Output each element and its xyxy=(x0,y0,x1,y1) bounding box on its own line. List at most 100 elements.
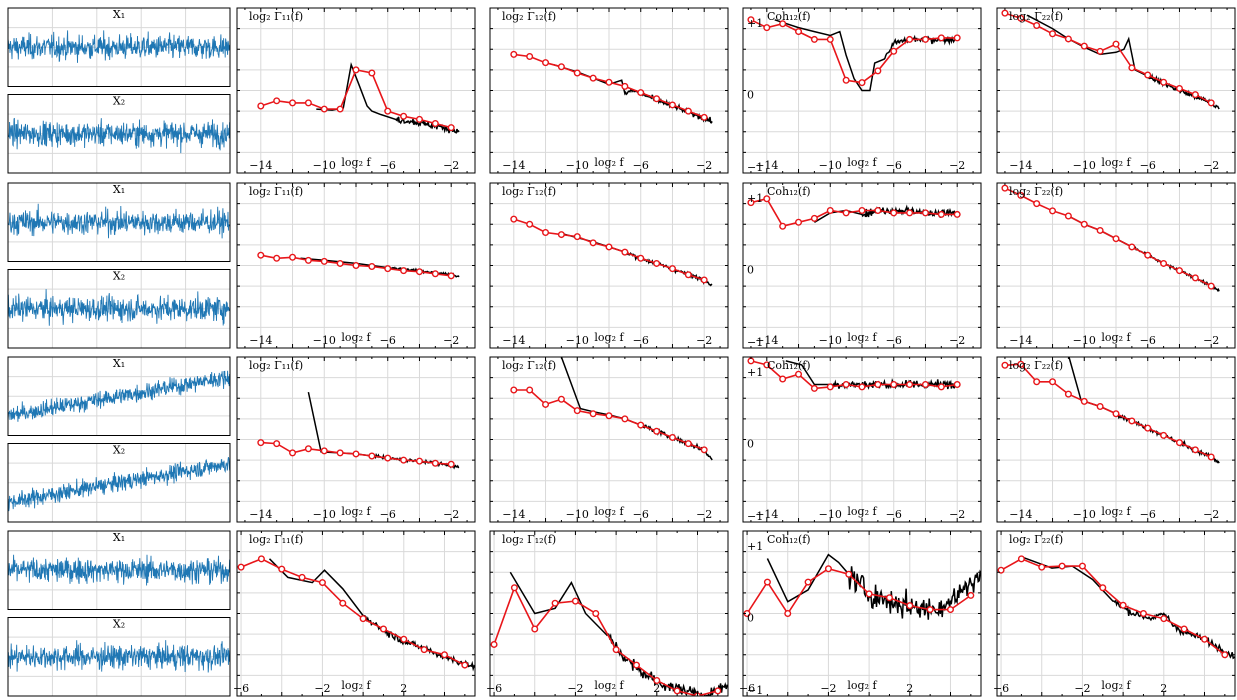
estimate-point xyxy=(885,594,893,602)
estimate-point xyxy=(824,565,832,573)
estimate-point xyxy=(906,35,914,43)
estimate-point xyxy=(1128,243,1136,251)
panel-data xyxy=(747,195,961,230)
panel-title: Coh₁₂(f) xyxy=(767,185,811,198)
x-axis-label: log₂ f xyxy=(594,331,624,344)
estimate-point xyxy=(431,270,439,278)
estimate-point xyxy=(668,433,676,441)
x-tick-label: −14 xyxy=(1009,159,1032,172)
panel-data xyxy=(257,391,460,470)
x-tick-label: −6 xyxy=(1140,159,1156,172)
estimate-point xyxy=(1175,84,1183,92)
estimate-point xyxy=(526,220,534,228)
x-tick-label: −2 xyxy=(314,682,330,695)
x-axis-label: log₂ f xyxy=(594,505,624,518)
signal-trace xyxy=(7,289,231,326)
estimate-point xyxy=(653,95,661,103)
estimate-point xyxy=(318,579,326,587)
estimate-point xyxy=(810,214,818,222)
gamma12-panel-row2: −14 −10 −6 −2 log₂ f log₂ Γ₁₂(f) xyxy=(489,182,729,349)
x-tick-label: −10 xyxy=(1073,159,1096,172)
estimate-point xyxy=(1207,282,1215,290)
estimate-point xyxy=(1033,22,1041,30)
estimate-point xyxy=(336,449,344,457)
estimate-point xyxy=(359,615,367,623)
estimate-point xyxy=(589,239,597,247)
estimate-point xyxy=(1160,615,1168,623)
estimate-point xyxy=(997,566,1005,574)
x-tick-label: −14 xyxy=(502,508,525,521)
x-axis-label: log₂ f xyxy=(1101,505,1131,518)
estimate-point xyxy=(921,35,929,43)
x-ticks xyxy=(997,531,1235,696)
x-tick-label: −2 xyxy=(1074,682,1090,695)
estimate-point xyxy=(1144,251,1152,259)
panel-grid xyxy=(237,183,475,348)
estimate-point xyxy=(906,209,914,217)
estimate-point xyxy=(352,450,360,458)
estimate-point xyxy=(795,28,803,36)
panel-title: log₂ Γ₂₂(f) xyxy=(1009,10,1063,23)
estimate-point xyxy=(937,383,945,391)
estimate-point xyxy=(684,271,692,279)
y-tick-label: +1 xyxy=(747,540,763,553)
estimate-point xyxy=(826,383,834,391)
estimate-point xyxy=(700,446,708,454)
signal-panel-x1-row4: X₁ xyxy=(7,530,231,610)
panel-title: log₂ Γ₁₂(f) xyxy=(502,10,556,23)
signal-label: X₂ xyxy=(113,270,125,283)
estimate-point xyxy=(339,599,347,607)
estimate-point xyxy=(1001,9,1009,17)
estimate-point xyxy=(273,97,281,105)
estimate-point xyxy=(368,69,376,77)
y-tick-label: −1 xyxy=(747,510,763,523)
x-tick-label: 2 xyxy=(1160,682,1167,695)
x-tick-label: −2 xyxy=(949,334,965,347)
panel-title: Coh₁₂(f) xyxy=(767,359,811,372)
gamma11-panel-row1: −14 −10 −6 −2 log₂ f log₂ Γ₁₁(f) xyxy=(236,7,476,174)
panel-grid xyxy=(490,8,728,173)
estimate-point xyxy=(1200,635,1208,643)
estimate-point xyxy=(510,50,518,58)
x-tick-label: −10 xyxy=(566,508,589,521)
estimate-point xyxy=(1191,274,1199,282)
x-tick-label: −6 xyxy=(633,508,649,521)
estimate-point xyxy=(447,124,455,132)
estimate-point xyxy=(320,257,328,265)
estimate-point xyxy=(926,606,934,614)
signal-panel-x1-row1: X₁ xyxy=(7,7,231,87)
estimate-point xyxy=(700,113,708,121)
estimate-point xyxy=(967,591,975,599)
estimate-point xyxy=(921,209,929,217)
panel-grid xyxy=(237,531,475,696)
estimate-point xyxy=(447,460,455,468)
gamma11-panel-row3: −14 −10 −6 −2 log₂ f log₂ Γ₁₁(f) xyxy=(236,356,476,523)
x-tick-label: −10 xyxy=(819,159,842,172)
estimate-point xyxy=(1191,91,1199,99)
x-tick-label: −2 xyxy=(443,159,459,172)
estimate-point xyxy=(632,661,640,669)
gamma12-panel-row1: −14 −10 −6 −2 log₂ f log₂ Γ₁₂(f) xyxy=(489,7,729,174)
estimate-point xyxy=(1064,390,1072,398)
x-ticks xyxy=(490,531,728,696)
estimate-point xyxy=(621,248,629,256)
y-tick-label: −1 xyxy=(747,684,763,697)
estimate-point xyxy=(921,381,929,389)
estimate-point xyxy=(510,215,518,223)
estimate-point xyxy=(415,268,423,276)
x-tick-label: −14 xyxy=(755,159,778,172)
estimate-point xyxy=(842,381,850,389)
estimate-point xyxy=(1080,42,1088,50)
estimate-point xyxy=(379,625,387,633)
x-axis-label: log₂ f xyxy=(594,679,624,692)
estimate-point xyxy=(420,646,428,654)
x-tick-label: −2 xyxy=(443,508,459,521)
panel-grid xyxy=(237,8,475,173)
estimate-point xyxy=(1119,601,1127,609)
estimate-point xyxy=(415,115,423,123)
panel-title: log₂ Γ₂₂(f) xyxy=(1009,533,1063,546)
estimate-point xyxy=(490,640,498,648)
estimate-point xyxy=(637,89,645,97)
signal-frame xyxy=(7,443,231,523)
estimate-point xyxy=(763,195,771,203)
